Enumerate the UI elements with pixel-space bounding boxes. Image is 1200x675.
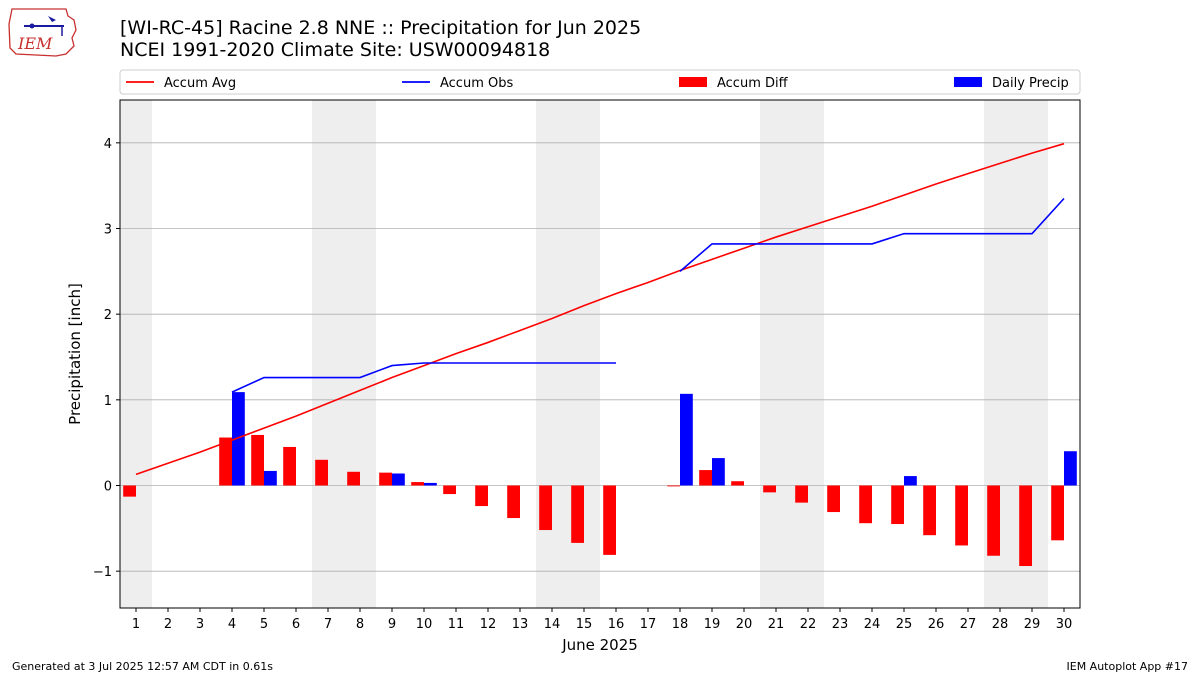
accum-avg-line xyxy=(135,142,1065,476)
accum-diff-bar xyxy=(699,470,712,486)
accum-diff-bar xyxy=(475,485,488,507)
accum-diff-bar xyxy=(507,485,520,519)
x-tick-label: 30 xyxy=(1056,617,1073,632)
accum-diff-bar xyxy=(955,485,968,546)
accum-diff-bar xyxy=(283,446,296,486)
x-tick-label: 18 xyxy=(672,617,689,632)
x-tick-label: 17 xyxy=(640,617,657,632)
accum-obs-line xyxy=(679,197,1065,272)
x-tick-label: 24 xyxy=(864,617,881,632)
accum-diff-bar xyxy=(827,485,840,513)
accum-diff-bar xyxy=(411,482,424,486)
x-tick-label: 27 xyxy=(960,617,977,632)
legend-label: Accum Diff xyxy=(717,76,789,91)
x-tick-label: 13 xyxy=(512,617,529,632)
weekend-band xyxy=(792,100,824,608)
accum-diff-bar xyxy=(923,485,936,536)
y-tick-label: −1 xyxy=(93,565,112,580)
iem-logo: IEM xyxy=(6,4,82,60)
weekend-band xyxy=(120,100,152,608)
accum-diff-bar xyxy=(123,485,136,497)
daily-precip-bar xyxy=(392,473,405,486)
accum-diff-bar xyxy=(539,485,552,531)
accum-diff-bar xyxy=(443,485,456,495)
accum-diff-bar xyxy=(1019,485,1032,567)
accum-diff-bar xyxy=(347,471,360,486)
y-tick-label: 2 xyxy=(104,308,112,323)
y-tick-label: 4 xyxy=(104,137,112,152)
daily-precip-bar xyxy=(232,392,245,486)
daily-precip-bar xyxy=(712,458,725,486)
accum-diff-bar xyxy=(379,472,392,486)
x-tick-label: 10 xyxy=(416,617,433,632)
accum-diff-bar xyxy=(795,485,808,503)
weekend-band xyxy=(312,100,344,608)
chart-subtitle: NCEI 1991-2020 Climate Site: USW00094818 xyxy=(120,39,551,61)
y-tick-label: 1 xyxy=(104,394,112,409)
x-tick-label: 25 xyxy=(896,617,913,632)
accum-diff-bar xyxy=(315,459,328,486)
x-tick-label: 5 xyxy=(260,617,268,632)
accum-diff-bar xyxy=(763,485,776,493)
accum-diff-bar xyxy=(1051,485,1064,541)
accum-diff-bar xyxy=(987,485,1000,556)
chart-title: [WI-RC-45] Racine 2.8 NNE :: Precipitati… xyxy=(120,17,642,39)
x-tick-label: 21 xyxy=(768,617,785,632)
x-tick-label: 11 xyxy=(448,617,465,632)
x-tick-label: 9 xyxy=(388,617,396,632)
x-tick-label: 7 xyxy=(324,617,332,632)
accum-diff-bar xyxy=(251,434,264,486)
accum-diff-bar xyxy=(571,485,584,543)
footer-app-text: IEM Autoplot App #17 xyxy=(1066,660,1189,673)
x-tick-label: 20 xyxy=(736,617,753,632)
y-tick-label: 0 xyxy=(104,479,112,494)
weekend-band xyxy=(760,100,792,608)
accum-diff-bar xyxy=(603,485,616,555)
daily-precip-bar xyxy=(424,482,437,486)
accum-diff-bar xyxy=(731,481,744,486)
x-tick-label: 19 xyxy=(704,617,721,632)
x-tick-label: 2 xyxy=(164,617,172,632)
logo-text: IEM xyxy=(17,34,53,53)
legend-box xyxy=(119,69,1081,95)
x-tick-label: 28 xyxy=(992,617,1009,632)
footer-generated-text: Generated at 3 Jul 2025 12:57 AM CDT in … xyxy=(12,660,273,673)
daily-precip-bar xyxy=(264,470,277,486)
x-tick-label: 16 xyxy=(608,617,625,632)
iem-logo-graphic: IEM xyxy=(8,8,77,57)
x-tick-label: 6 xyxy=(292,617,300,632)
x-tick-label: 12 xyxy=(480,617,497,632)
x-axis-label: June 2025 xyxy=(561,636,638,654)
x-tick-label: 4 xyxy=(228,617,236,632)
legend-patch-swatch xyxy=(954,77,982,87)
x-tick-label: 14 xyxy=(544,617,561,632)
legend-label: Accum Obs xyxy=(440,76,513,91)
legend-label: Accum Avg xyxy=(164,76,236,91)
legend-patch-swatch xyxy=(679,77,707,87)
x-tick-label: 1 xyxy=(132,617,140,632)
weekend-band xyxy=(536,100,568,608)
accum-diff-bar xyxy=(859,485,872,524)
x-tick-label: 3 xyxy=(196,617,204,632)
daily-precip-bar xyxy=(904,476,917,486)
legend-label: Daily Precip xyxy=(992,76,1069,91)
x-tick-label: 23 xyxy=(832,617,849,632)
accum-diff-bar xyxy=(667,485,680,487)
x-tick-label: 26 xyxy=(928,617,945,632)
x-tick-label: 15 xyxy=(576,617,593,632)
accum-diff-bar xyxy=(219,437,232,486)
accum-obs-line xyxy=(231,362,616,393)
daily-precip-bar xyxy=(680,393,693,486)
y-axis-label: Precipitation [inch] xyxy=(66,283,84,425)
accum-diff-bar xyxy=(891,485,904,525)
y-tick-label: 3 xyxy=(104,222,112,237)
x-tick-label: 22 xyxy=(800,617,817,632)
x-tick-label: 8 xyxy=(356,617,364,632)
plot-frame xyxy=(119,99,1081,609)
x-tick-label: 29 xyxy=(1024,617,1041,632)
weekend-band xyxy=(344,100,376,608)
daily-precip-bar xyxy=(1064,451,1077,486)
